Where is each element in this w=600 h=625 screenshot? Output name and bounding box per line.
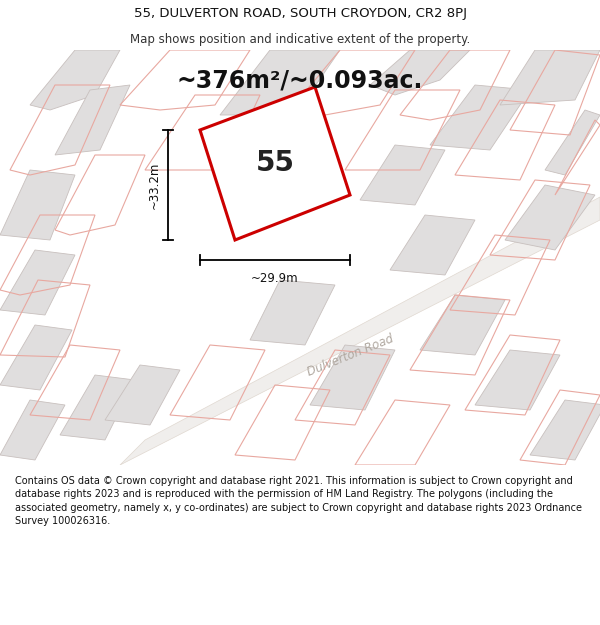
Polygon shape xyxy=(360,145,445,205)
Polygon shape xyxy=(0,170,75,240)
Polygon shape xyxy=(505,185,595,250)
Polygon shape xyxy=(200,87,350,240)
Polygon shape xyxy=(545,110,600,175)
Polygon shape xyxy=(105,365,180,425)
Polygon shape xyxy=(390,215,475,275)
Text: ~376m²/~0.093ac.: ~376m²/~0.093ac. xyxy=(177,68,423,92)
Text: 55, DULVERTON ROAD, SOUTH CROYDON, CR2 8PJ: 55, DULVERTON ROAD, SOUTH CROYDON, CR2 8… xyxy=(133,8,467,21)
Polygon shape xyxy=(30,50,120,110)
Text: ~29.9m: ~29.9m xyxy=(251,271,299,284)
Polygon shape xyxy=(420,295,505,355)
Polygon shape xyxy=(220,50,340,115)
Polygon shape xyxy=(430,85,530,150)
Polygon shape xyxy=(530,400,600,460)
Polygon shape xyxy=(475,350,560,410)
Polygon shape xyxy=(0,250,75,315)
Polygon shape xyxy=(0,325,72,390)
Polygon shape xyxy=(250,280,335,345)
Text: Dulverton Road: Dulverton Road xyxy=(305,332,395,378)
Text: Contains OS data © Crown copyright and database right 2021. This information is : Contains OS data © Crown copyright and d… xyxy=(15,476,582,526)
Text: Map shows position and indicative extent of the property.: Map shows position and indicative extent… xyxy=(130,32,470,46)
Text: ~33.2m: ~33.2m xyxy=(148,161,161,209)
Polygon shape xyxy=(60,375,135,440)
Polygon shape xyxy=(500,50,600,105)
Text: 55: 55 xyxy=(256,149,295,177)
Polygon shape xyxy=(0,400,65,460)
Polygon shape xyxy=(310,345,395,410)
Polygon shape xyxy=(370,50,470,95)
Polygon shape xyxy=(120,197,600,465)
Polygon shape xyxy=(55,85,130,155)
